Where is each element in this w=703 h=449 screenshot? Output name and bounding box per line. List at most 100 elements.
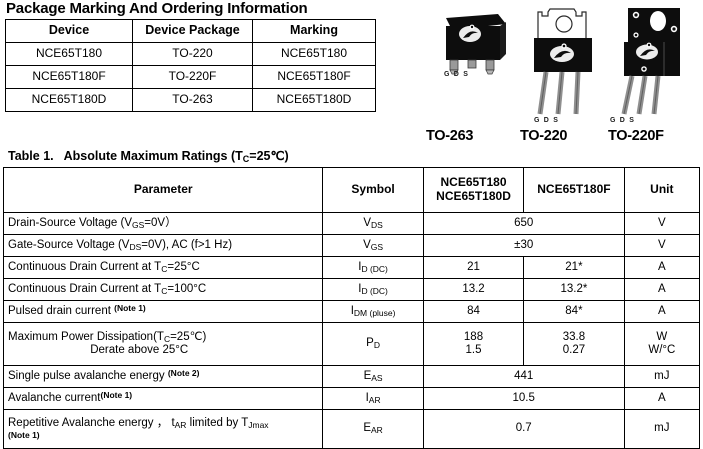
cell-value-merged: 650 [422, 212, 625, 235]
table-header-row: Device Device Package Marking [5, 19, 376, 43]
column-header-symbol: Symbol [322, 167, 424, 213]
column-header-marking: Marking [252, 19, 376, 43]
cell-value-merged: ±30 [422, 234, 625, 257]
absolute-maximum-ratings-table: Parameter Symbol NCE65T180 NCE65T180D NC… [2, 167, 701, 449]
device-1-line-2: NCE65T180D [436, 189, 511, 203]
derate-value-device-2: 0.27 [562, 344, 586, 356]
cell-parameter: Repetitive Avalanche energy ， tAR limite… [2, 409, 324, 449]
table1-caption-prefix: Table 1. [8, 149, 54, 163]
to220f-package-icon [621, 8, 680, 115]
ordering-information-table: Device Device Package Marking NCE65T180 … [5, 19, 376, 112]
cell-symbol: IAR [322, 387, 424, 410]
table-row: NCE65T180 TO-220 NCE65T180 [5, 42, 376, 66]
cell-value-device-2: 13.2* [523, 278, 625, 301]
power-value-device-1: 188 [463, 330, 484, 343]
derate-label: Derate above 25°C [90, 344, 189, 357]
cell-parameter: Avalanche current(Note 1) [2, 387, 324, 410]
cell-device: NCE65T180F [5, 65, 133, 89]
cell-value-device-1: 21 [422, 256, 525, 279]
table1-caption: Table 1. Absolute Maximum Ratings (TC=25… [8, 148, 289, 164]
to220-pin-labels: G D S [534, 117, 560, 124]
cell-symbol: ID (DC) [322, 278, 424, 301]
cell-symbol: IDM (pluse) [322, 300, 424, 323]
cell-value-merged: 10.5 [422, 387, 625, 410]
to220f-label: TO-220F [608, 128, 664, 144]
table1-caption-main: Absolute Maximum Ratings (T [63, 149, 243, 163]
cell-value-device-2: 21* [523, 256, 625, 279]
to263-label: TO-263 [426, 128, 474, 144]
table-row-gate-source-voltage: Gate-Source Voltage (VDS=0V), AC (f>1 Hz… [2, 234, 701, 257]
table-row-single-pulse-avalanche-energy: Single pulse avalanche energy (Note 2) E… [2, 365, 701, 388]
table-row: NCE65T180F TO-220F NCE65T180F [5, 65, 376, 89]
cell-value-merged: 441 [422, 365, 625, 388]
table-row-continuous-drain-current-100c: Continuous Drain Current at TC=100°C ID … [2, 278, 701, 301]
cell-symbol: VGS [322, 234, 424, 257]
table-row: NCE65T180D TO-263 NCE65T180D [5, 88, 376, 112]
unit-power: W [656, 330, 668, 343]
table-row-repetitive-avalanche-energy: Repetitive Avalanche energy ， tAR limite… [2, 409, 701, 449]
table1-caption-suffix: =25℃) [249, 149, 289, 163]
table-row-pulsed-drain-current: Pulsed drain current (Note 1) IDM (pluse… [2, 300, 701, 323]
cell-unit: A [623, 278, 701, 301]
to220-label: TO-220 [520, 128, 568, 144]
cell-device: NCE65T180 [5, 42, 133, 66]
note-reference: (Note 1) [8, 430, 40, 440]
to263-pin-labels: G D S [444, 71, 470, 78]
cell-symbol: EAR [322, 409, 424, 449]
cell-unit: V [623, 234, 701, 257]
table-header-row: Parameter Symbol NCE65T180 NCE65T180D NC… [2, 167, 701, 213]
cell-unit: A [623, 387, 701, 410]
package-to220: G D S TO-220 [520, 0, 604, 148]
package-illustrations: G D S TO-263 G D S TO-220 [424, 0, 703, 148]
cell-package: TO-220F [132, 65, 253, 89]
cell-parameter: Single pulse avalanche energy (Note 2) [2, 365, 324, 388]
cell-unit: W W/°C [623, 322, 701, 366]
cell-value-device-1: 188 1.5 [422, 322, 525, 366]
cell-symbol: PD [322, 322, 424, 366]
cell-marking: NCE65T180 [252, 42, 376, 66]
to220f-pin-labels: G D S [610, 117, 636, 124]
cell-parameter: Gate-Source Voltage (VDS=0V), AC (f>1 Hz… [2, 234, 324, 257]
power-value-device-2: 33.8 [562, 330, 586, 343]
derate-value-device-1: 1.5 [465, 344, 482, 356]
cell-parameter: Continuous Drain Current at TC=25°C [2, 256, 324, 279]
column-header-device-package: Device Package [132, 19, 253, 43]
table-row-max-power-dissipation: Maximum Power Dissipation(TC=25℃) Derate… [2, 322, 701, 366]
page-title: Package Marking And Ordering Information [6, 0, 308, 17]
cell-value-device-2: 33.8 0.27 [523, 322, 625, 366]
cell-package: TO-263 [132, 88, 253, 112]
cell-parameter: Drain-Source Voltage (VGS=0V） [2, 212, 324, 235]
table-row-drain-source-voltage: Drain-Source Voltage (VGS=0V） VDS 650 V [2, 212, 701, 235]
table-row-continuous-drain-current-25c: Continuous Drain Current at TC=25°C ID (… [2, 256, 701, 279]
to220-package-icon [534, 8, 592, 115]
package-to263: G D S TO-263 [424, 0, 516, 148]
column-header-device: Device [5, 19, 133, 43]
package-to220f: G D S TO-220F [608, 0, 703, 148]
column-header-parameter: Parameter [2, 167, 324, 213]
cell-unit: A [623, 256, 701, 279]
cell-package: TO-220 [132, 42, 253, 66]
table1-caption-subscript: C [242, 154, 250, 164]
cell-value-device-2: 84* [523, 300, 625, 323]
cell-symbol: VDS [322, 212, 424, 235]
cell-parameter: Continuous Drain Current at TC=100°C [2, 278, 324, 301]
table-row-avalanche-current: Avalanche current(Note 1) IAR 10.5 A [2, 387, 701, 410]
device-1-line-1: NCE65T180 [440, 175, 507, 190]
cell-unit: V [623, 212, 701, 235]
cell-unit: A [623, 300, 701, 323]
cell-parameter: Maximum Power Dissipation(TC=25℃) Derate… [2, 322, 324, 366]
cell-marking: NCE65T180F [252, 65, 376, 89]
cell-parameter: Pulsed drain current (Note 1) [2, 300, 324, 323]
unit-derate: W/°C [648, 344, 676, 356]
cell-symbol: EAS [322, 365, 424, 388]
cell-marking: NCE65T180D [252, 88, 376, 112]
cell-device: NCE65T180D [5, 88, 133, 112]
column-header-device-1: NCE65T180 NCE65T180D [422, 167, 525, 213]
cell-symbol: ID (DC) [322, 256, 424, 279]
column-header-device-2: NCE65T180F [523, 167, 625, 213]
cell-value-merged: 0.7 [422, 409, 625, 449]
cell-unit: mJ [623, 365, 701, 388]
to263-package-icon [446, 14, 506, 75]
cell-value-device-1: 84 [422, 300, 525, 323]
cell-value-device-1: 13.2 [422, 278, 525, 301]
